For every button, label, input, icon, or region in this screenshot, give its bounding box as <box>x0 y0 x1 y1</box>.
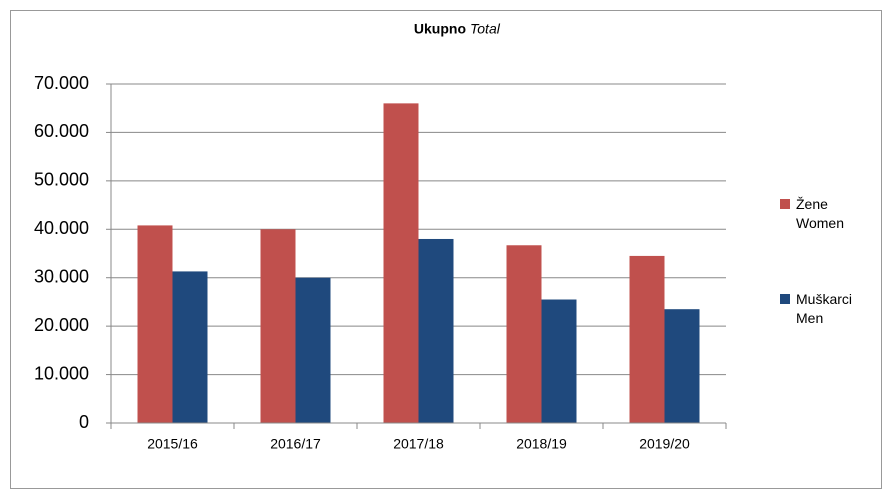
y-tick-label: 60.000 <box>34 121 89 141</box>
y-tick-label: 10.000 <box>34 363 89 383</box>
y-tick-label: 0 <box>79 412 89 432</box>
x-tick-label: 2018/19 <box>516 436 567 452</box>
bar <box>295 277 331 423</box>
bar <box>260 229 296 423</box>
y-tick-label: 40.000 <box>34 218 89 238</box>
bar <box>541 299 577 423</box>
bar <box>629 255 665 423</box>
legend-label: Žene Women <box>796 196 844 231</box>
bar <box>137 225 173 423</box>
bar <box>418 238 454 423</box>
bar <box>506 245 542 423</box>
y-tick-label: 70.000 <box>34 73 89 93</box>
bar <box>172 271 208 423</box>
legend-swatch <box>780 199 790 209</box>
y-tick-label: 30.000 <box>34 266 89 286</box>
x-tick-label: 2015/16 <box>147 436 198 452</box>
chart-title: Ukupno <box>414 21 466 37</box>
legend-swatch <box>780 294 790 304</box>
x-tick-label: 2017/18 <box>393 436 444 452</box>
y-tick-label: 20.000 <box>34 315 89 335</box>
x-tick-label: 2016/17 <box>270 436 321 452</box>
chart-border <box>10 10 882 489</box>
bar <box>383 103 419 423</box>
legend-label: Muškarci Men <box>796 291 853 326</box>
chart-subtitle: Total <box>470 21 501 37</box>
y-tick-label: 50.000 <box>34 170 89 190</box>
x-tick-label: 2019/20 <box>639 436 690 452</box>
bar <box>664 309 700 423</box>
